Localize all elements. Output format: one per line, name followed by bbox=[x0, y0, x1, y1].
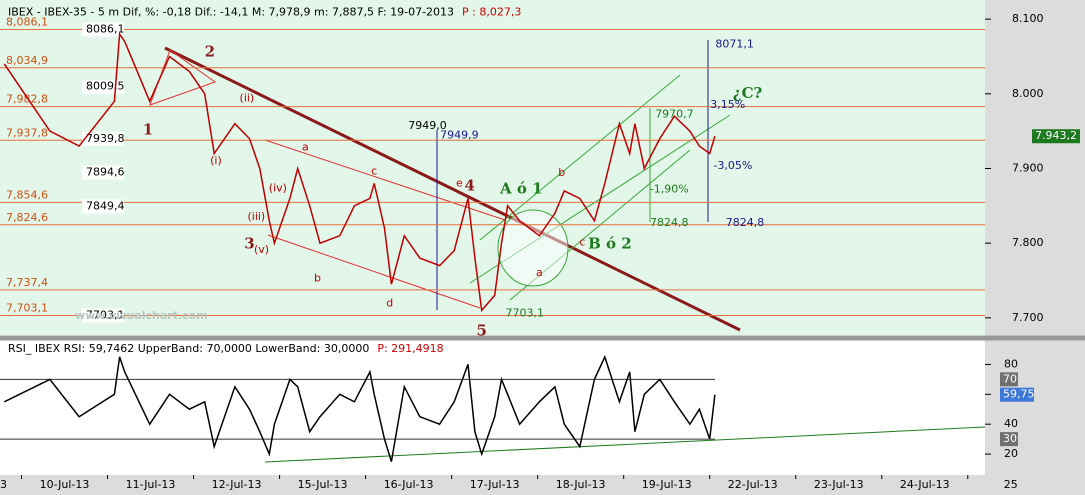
annotation: 7949,0 bbox=[408, 119, 447, 132]
level-label: 7,824,6 bbox=[6, 211, 48, 224]
annotation: 7970,7 bbox=[655, 108, 694, 121]
annotation: 7949,9 bbox=[440, 129, 479, 142]
annotation: 2 bbox=[205, 43, 215, 61]
band-label: 30 bbox=[1003, 432, 1017, 445]
band-box bbox=[1000, 372, 1018, 387]
annotation: B ó 2 bbox=[588, 235, 632, 253]
axis-area bbox=[985, 0, 1085, 495]
level-label: 7,982,8 bbox=[6, 93, 48, 106]
last-value-box bbox=[1032, 129, 1080, 144]
annotation: (iv) bbox=[269, 182, 287, 195]
annotation: 7824,8 bbox=[726, 216, 765, 229]
x-tick-label: 17-Jul-13 bbox=[470, 478, 520, 491]
annotation: 3 bbox=[244, 235, 254, 253]
x-tick-label: 24-Jul-13 bbox=[900, 478, 950, 491]
annotation: e bbox=[456, 176, 463, 189]
inner-label: 7939,8 bbox=[86, 132, 125, 145]
channel-line bbox=[267, 234, 481, 309]
annotation: (i) bbox=[210, 154, 222, 167]
level-label: 7,737,4 bbox=[6, 276, 48, 289]
x-tick-label: 18-Jul-13 bbox=[556, 478, 606, 491]
price-line bbox=[3, 31, 716, 313]
inner-label-box bbox=[82, 22, 124, 37]
inner-label: 7849,4 bbox=[86, 199, 125, 212]
annotation: (iii) bbox=[247, 210, 265, 223]
x-tick-label: 11-Jul-13 bbox=[126, 478, 176, 491]
last-value-label: 59,75 bbox=[1003, 388, 1035, 401]
inner-label: 7894,6 bbox=[86, 166, 125, 179]
annotation: b bbox=[314, 271, 321, 284]
annotation: -3,05% bbox=[713, 159, 752, 172]
annotation: 4 bbox=[464, 176, 474, 194]
annotation: b bbox=[558, 166, 565, 179]
rsi-panel bbox=[0, 342, 985, 475]
annotation: -1,90% bbox=[650, 182, 689, 195]
inner-label-box bbox=[82, 165, 124, 180]
panel-header-price: P: 291,4918 bbox=[377, 342, 443, 355]
annotation: d bbox=[386, 297, 393, 310]
inner-label-box bbox=[82, 79, 124, 94]
inner-label: 8086,1 bbox=[86, 23, 125, 36]
annotation: 3,15% bbox=[710, 98, 745, 111]
level-label: 7,854,6 bbox=[6, 188, 48, 201]
x-tick-label: 23-Jul-13 bbox=[814, 478, 864, 491]
ellipse bbox=[497, 209, 569, 287]
annotation: A ó 1 bbox=[499, 179, 543, 197]
x-tick-label: 3 bbox=[0, 478, 7, 491]
x-tick-label: 12-Jul-13 bbox=[212, 478, 262, 491]
y-tick-label: 40 bbox=[1004, 417, 1018, 430]
x-tick-label: 19-Jul-13 bbox=[642, 478, 692, 491]
level-label: 8,086,1 bbox=[6, 16, 48, 29]
price-line bbox=[3, 354, 716, 462]
y-tick-label: 7.700 bbox=[1012, 311, 1044, 324]
level-label: 8,034,9 bbox=[6, 54, 48, 67]
band-box bbox=[1000, 432, 1018, 447]
x-tick-label: 15-Jul-13 bbox=[298, 478, 348, 491]
y-tick-label: 80 bbox=[1004, 357, 1018, 370]
annotation: 5 bbox=[477, 321, 487, 339]
annotation: (ii) bbox=[240, 91, 255, 104]
annotation: 7824,8 bbox=[650, 216, 689, 229]
y-tick-label: 7.800 bbox=[1012, 236, 1044, 249]
y-tick-label: 20 bbox=[1004, 447, 1018, 460]
annotation: 7703,1 bbox=[506, 306, 545, 319]
level-label: 7,703,1 bbox=[6, 302, 48, 315]
annotation: a bbox=[536, 266, 543, 279]
annotation: c bbox=[579, 235, 585, 248]
y-tick-label: 8.100 bbox=[1012, 12, 1044, 25]
annotation: 8071,1 bbox=[715, 38, 754, 51]
watermark: www.visualchart.com bbox=[75, 309, 208, 322]
y-tick-label: 7.900 bbox=[1012, 161, 1044, 174]
x-axis-area bbox=[0, 475, 985, 495]
trend-line bbox=[164, 46, 741, 332]
annotation: 1 bbox=[143, 120, 153, 138]
rsi-trend-line bbox=[264, 426, 986, 463]
price-panel bbox=[0, 0, 985, 335]
channel-line bbox=[264, 139, 506, 221]
y-tick-label: 8.000 bbox=[1012, 87, 1044, 100]
inner-label: 7703,1 bbox=[86, 309, 125, 322]
inner-label: 8009,5 bbox=[86, 80, 125, 93]
x-tick-label: 10-Jul-13 bbox=[40, 478, 90, 491]
panel-header: IBEX - IBEX-35 - 5 m Dif, %: -0,18 Dif.:… bbox=[8, 6, 454, 19]
x-tick-label: 25 bbox=[1004, 478, 1018, 491]
annotation: ¿C? bbox=[733, 84, 763, 102]
inner-label-box bbox=[82, 308, 124, 323]
inner-label-box bbox=[82, 199, 124, 214]
x-tick-label: 22-Jul-13 bbox=[728, 478, 778, 491]
annotation: c bbox=[371, 164, 377, 177]
annotation: (v) bbox=[254, 243, 269, 256]
last-value-box bbox=[1000, 387, 1034, 402]
band-label: 70 bbox=[1003, 372, 1017, 385]
inner-label-box bbox=[82, 131, 124, 146]
panel-header: RSI_ IBEX RSI: 59,7462 UpperBand: 70,000… bbox=[8, 342, 369, 355]
panel-header-price: P : 8,027,3 bbox=[462, 6, 521, 19]
level-label: 7,937,8 bbox=[6, 126, 48, 139]
last-value-label: 7.943,2 bbox=[1035, 129, 1077, 142]
x-tick-label: 16-Jul-13 bbox=[384, 478, 434, 491]
annotation: a bbox=[302, 141, 309, 154]
